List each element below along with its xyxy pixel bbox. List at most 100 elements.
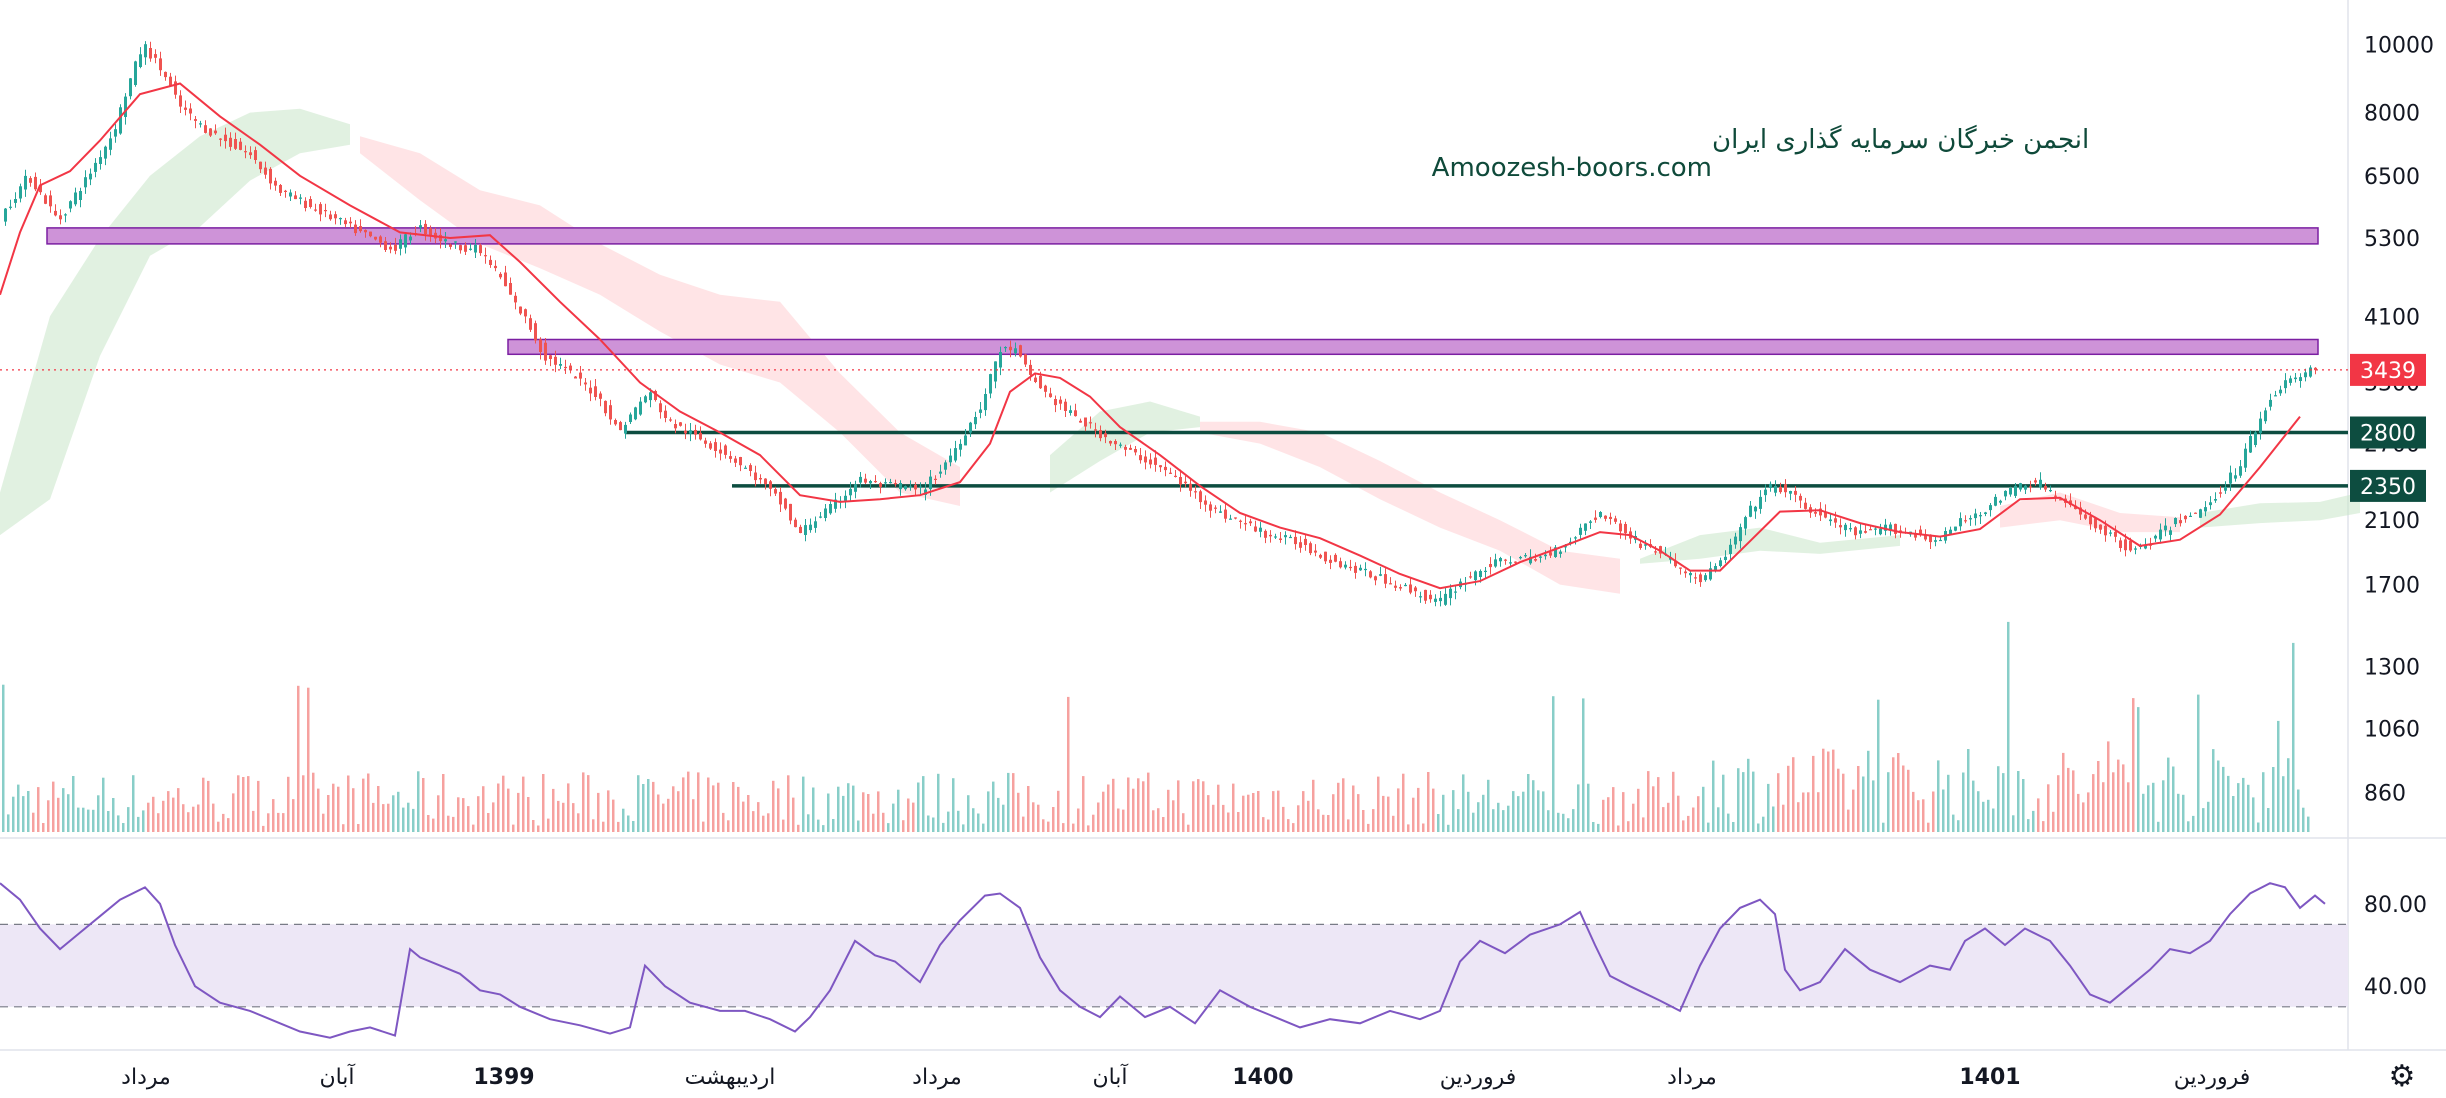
volume-bar [17,784,20,832]
candle-body [39,185,42,193]
candle-body [519,306,522,314]
candle-body [1159,465,1162,468]
candle-body [1094,429,1097,431]
volume-bar [2287,758,2290,832]
candle-body [2309,367,2312,377]
candle-body [1434,598,1437,602]
volume-bar [662,803,665,832]
cloud-green-0 [0,108,350,536]
volume-bar [1332,794,1335,832]
candle-body [584,382,587,385]
candle-body [974,417,977,425]
candle-body [1429,594,1432,600]
candle-body [64,214,67,216]
volume-bar [447,815,450,832]
volume-bar [172,797,175,832]
volume-bar [2152,782,2155,832]
volume-bar [2307,816,2310,832]
volume-bar [2172,766,2175,832]
volume-bar [537,825,540,832]
volume-bar [757,802,760,832]
candle-body [1024,354,1027,365]
candle-body [2094,518,2097,529]
volume-bar [1327,815,1330,832]
candle-body [709,443,712,449]
volume-bar [1467,791,1470,832]
volume-bar [2257,822,2260,832]
candle-body [1144,456,1147,463]
volume-bar [282,813,285,832]
candle-body [844,495,847,501]
candle-body [1384,574,1387,584]
candle-body [629,414,632,422]
volume-bar [1352,785,1355,832]
support-badge-2800 [2350,416,2426,449]
resistance-zone-2[interactable] [507,338,2319,356]
candle-body [1119,444,1122,446]
volume-bar [1337,782,1340,832]
volume-bar [1052,807,1055,832]
volume-bar [367,773,370,832]
volume-bar [1572,809,1575,832]
volume-bar [977,813,980,832]
candle-body [309,199,312,207]
volume-bar [1402,773,1405,832]
candle-body [179,95,182,107]
support-lines[interactable] [625,430,2348,488]
resistance-zone-1[interactable] [46,227,2319,245]
candle-body [1354,565,1357,573]
volume-bar [557,800,560,832]
volume-bar [822,825,825,832]
settings-gear-icon[interactable]: ⚙ [2388,1059,2416,1094]
volume-bar [797,824,800,832]
candle-body [2144,545,2147,549]
volume-bar [1507,805,1510,832]
volume-bar [112,798,115,832]
candle-body [2014,485,2017,496]
candle-body [739,457,742,466]
candle-body [1329,559,1332,563]
volume-bar [602,821,605,832]
volume-bar [842,795,845,832]
candle-body [209,128,212,136]
volume-bar [1577,784,1580,832]
candle-body [199,123,202,125]
candle-body [864,478,867,483]
rsi-axis[interactable]: 80.00 40.00 [2364,893,2427,1000]
candle-body [1874,528,1877,530]
volume-bar [42,823,45,832]
volume-bar [802,776,805,832]
volume-bar [107,811,110,832]
candle-body [474,244,477,253]
volume-bar [422,778,425,832]
candle-body [2044,485,2047,490]
volume-bar [37,787,40,832]
volume-bar [927,815,930,832]
volume-bar [482,786,485,832]
candle-body [1754,506,1757,512]
resistance-zones[interactable] [46,227,2319,356]
volume-bar [1162,817,1165,832]
candle-body [1004,347,1007,349]
candle-body [1424,589,1427,601]
volume-bar [2022,779,2025,832]
candle-body [489,259,492,265]
candle-body [1549,552,1552,556]
volume-bar [1082,776,1085,832]
volume-bar [2212,749,2215,832]
time-axis[interactable]: مرداد آبان 1399 اردیبهشت مرداد آبان 1400 فروردی… [121,1063,2250,1090]
volume-bar [327,795,330,832]
candle-body [1284,535,1287,538]
volume-bar [57,797,60,832]
volume-bar [567,783,570,832]
candle-body [94,162,97,172]
volume-bar [292,799,295,832]
volume-bar [442,774,445,832]
volume-bar [1642,817,1645,832]
candle-body [2084,514,2087,519]
candle-body [1104,433,1107,438]
volume-bar [627,815,630,832]
candle-body [719,449,722,454]
candle-body [1234,517,1237,519]
